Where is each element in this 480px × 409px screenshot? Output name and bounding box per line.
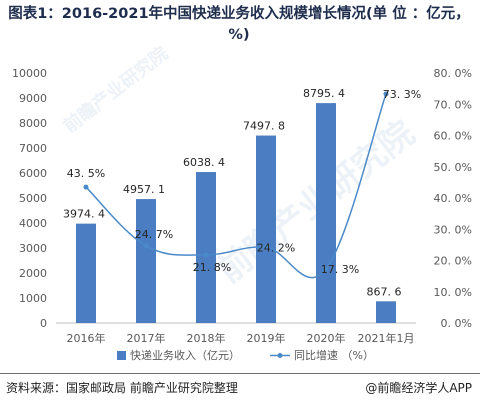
- source-note: 资料来源：国家邮政局 前瞻产业研究院整理: [6, 381, 238, 395]
- line-point: [383, 91, 389, 97]
- y-left-tick-label: 3000: [19, 242, 47, 255]
- x-tick-label: 2018年: [187, 331, 226, 345]
- y-left-tick-label: 4000: [19, 217, 47, 230]
- y-right-tick-label: 50. 0%: [434, 161, 472, 174]
- bar: [316, 103, 336, 324]
- legend-bar-label: 快递业务收入（亿元）: [130, 348, 240, 362]
- bar-value-label: 8795. 4: [303, 87, 345, 100]
- y-right-tick-label: 20. 0%: [434, 255, 472, 268]
- y-left-tick-label: 0: [40, 317, 47, 330]
- y-right-tick-label: 10. 0%: [434, 286, 472, 299]
- legend-line-label: 同比增速 （%）: [294, 348, 374, 362]
- y-left-tick-label: 5000: [19, 192, 47, 205]
- line-value-label: 24. 7%: [135, 228, 173, 241]
- line-point: [203, 252, 209, 258]
- bar: [136, 199, 156, 323]
- bar: [256, 135, 276, 323]
- y-right-tick-label: 40. 0%: [434, 192, 472, 205]
- y-right-tick-label: 70. 0%: [434, 98, 472, 111]
- growth-line: [85, 93, 387, 279]
- x-tick-label: 2017年: [127, 331, 166, 345]
- bar-value-label: 3974. 4: [63, 208, 105, 221]
- line-value-label: 21. 8%: [193, 261, 231, 274]
- footer-divider: [0, 373, 480, 374]
- y-right-tick-label: 0. 0%: [441, 317, 472, 330]
- y-right-tick-label: 30. 0%: [434, 223, 472, 236]
- y-left-tick-label: 2000: [19, 267, 47, 280]
- y-left-tick-label: 1000: [19, 292, 47, 305]
- line-point: [263, 244, 269, 250]
- y-left-tick-label: 10000: [12, 67, 47, 80]
- y-left-tick-label: 8000: [19, 117, 47, 130]
- legend-line-marker: [277, 353, 283, 358]
- bar: [376, 301, 396, 323]
- x-tick-label: 2016年: [67, 331, 106, 345]
- line-point: [323, 266, 329, 272]
- bar: [76, 223, 96, 323]
- line-point: [143, 243, 149, 249]
- bar-value-label: 7497. 8: [243, 120, 285, 133]
- y-left-tick-label: 6000: [19, 167, 47, 180]
- bar-value-label: 6038. 4: [183, 156, 225, 169]
- bar-value-label: 867. 6: [367, 285, 402, 298]
- y-right-tick-label: 80. 0%: [434, 67, 472, 80]
- legend-bar-swatch: [117, 351, 126, 360]
- y-left-tick-label: 9000: [19, 92, 47, 105]
- line-value-label: 17. 3%: [321, 263, 359, 276]
- line-value-label: 24. 2%: [257, 241, 295, 254]
- bar-value-label: 4957. 1: [123, 183, 165, 196]
- line-value-label: 73. 3%: [383, 88, 421, 101]
- x-tick-label: 2020年: [307, 331, 346, 345]
- line-value-label: 43. 5%: [67, 167, 105, 180]
- x-tick-label: 2019年: [247, 331, 286, 345]
- y-right-tick-label: 60. 0%: [434, 130, 472, 143]
- y-left-tick-label: 7000: [19, 142, 47, 155]
- chart-title: 图表1：2016-2021年中国快递业务收入规模增长情况(单 位 ：亿元，%): [8, 6, 470, 43]
- line-point: [83, 184, 89, 190]
- bar: [196, 172, 216, 323]
- x-tick-label: 2021年1月: [358, 331, 415, 345]
- brand-credit: @前瞻经济学人APP: [365, 381, 472, 395]
